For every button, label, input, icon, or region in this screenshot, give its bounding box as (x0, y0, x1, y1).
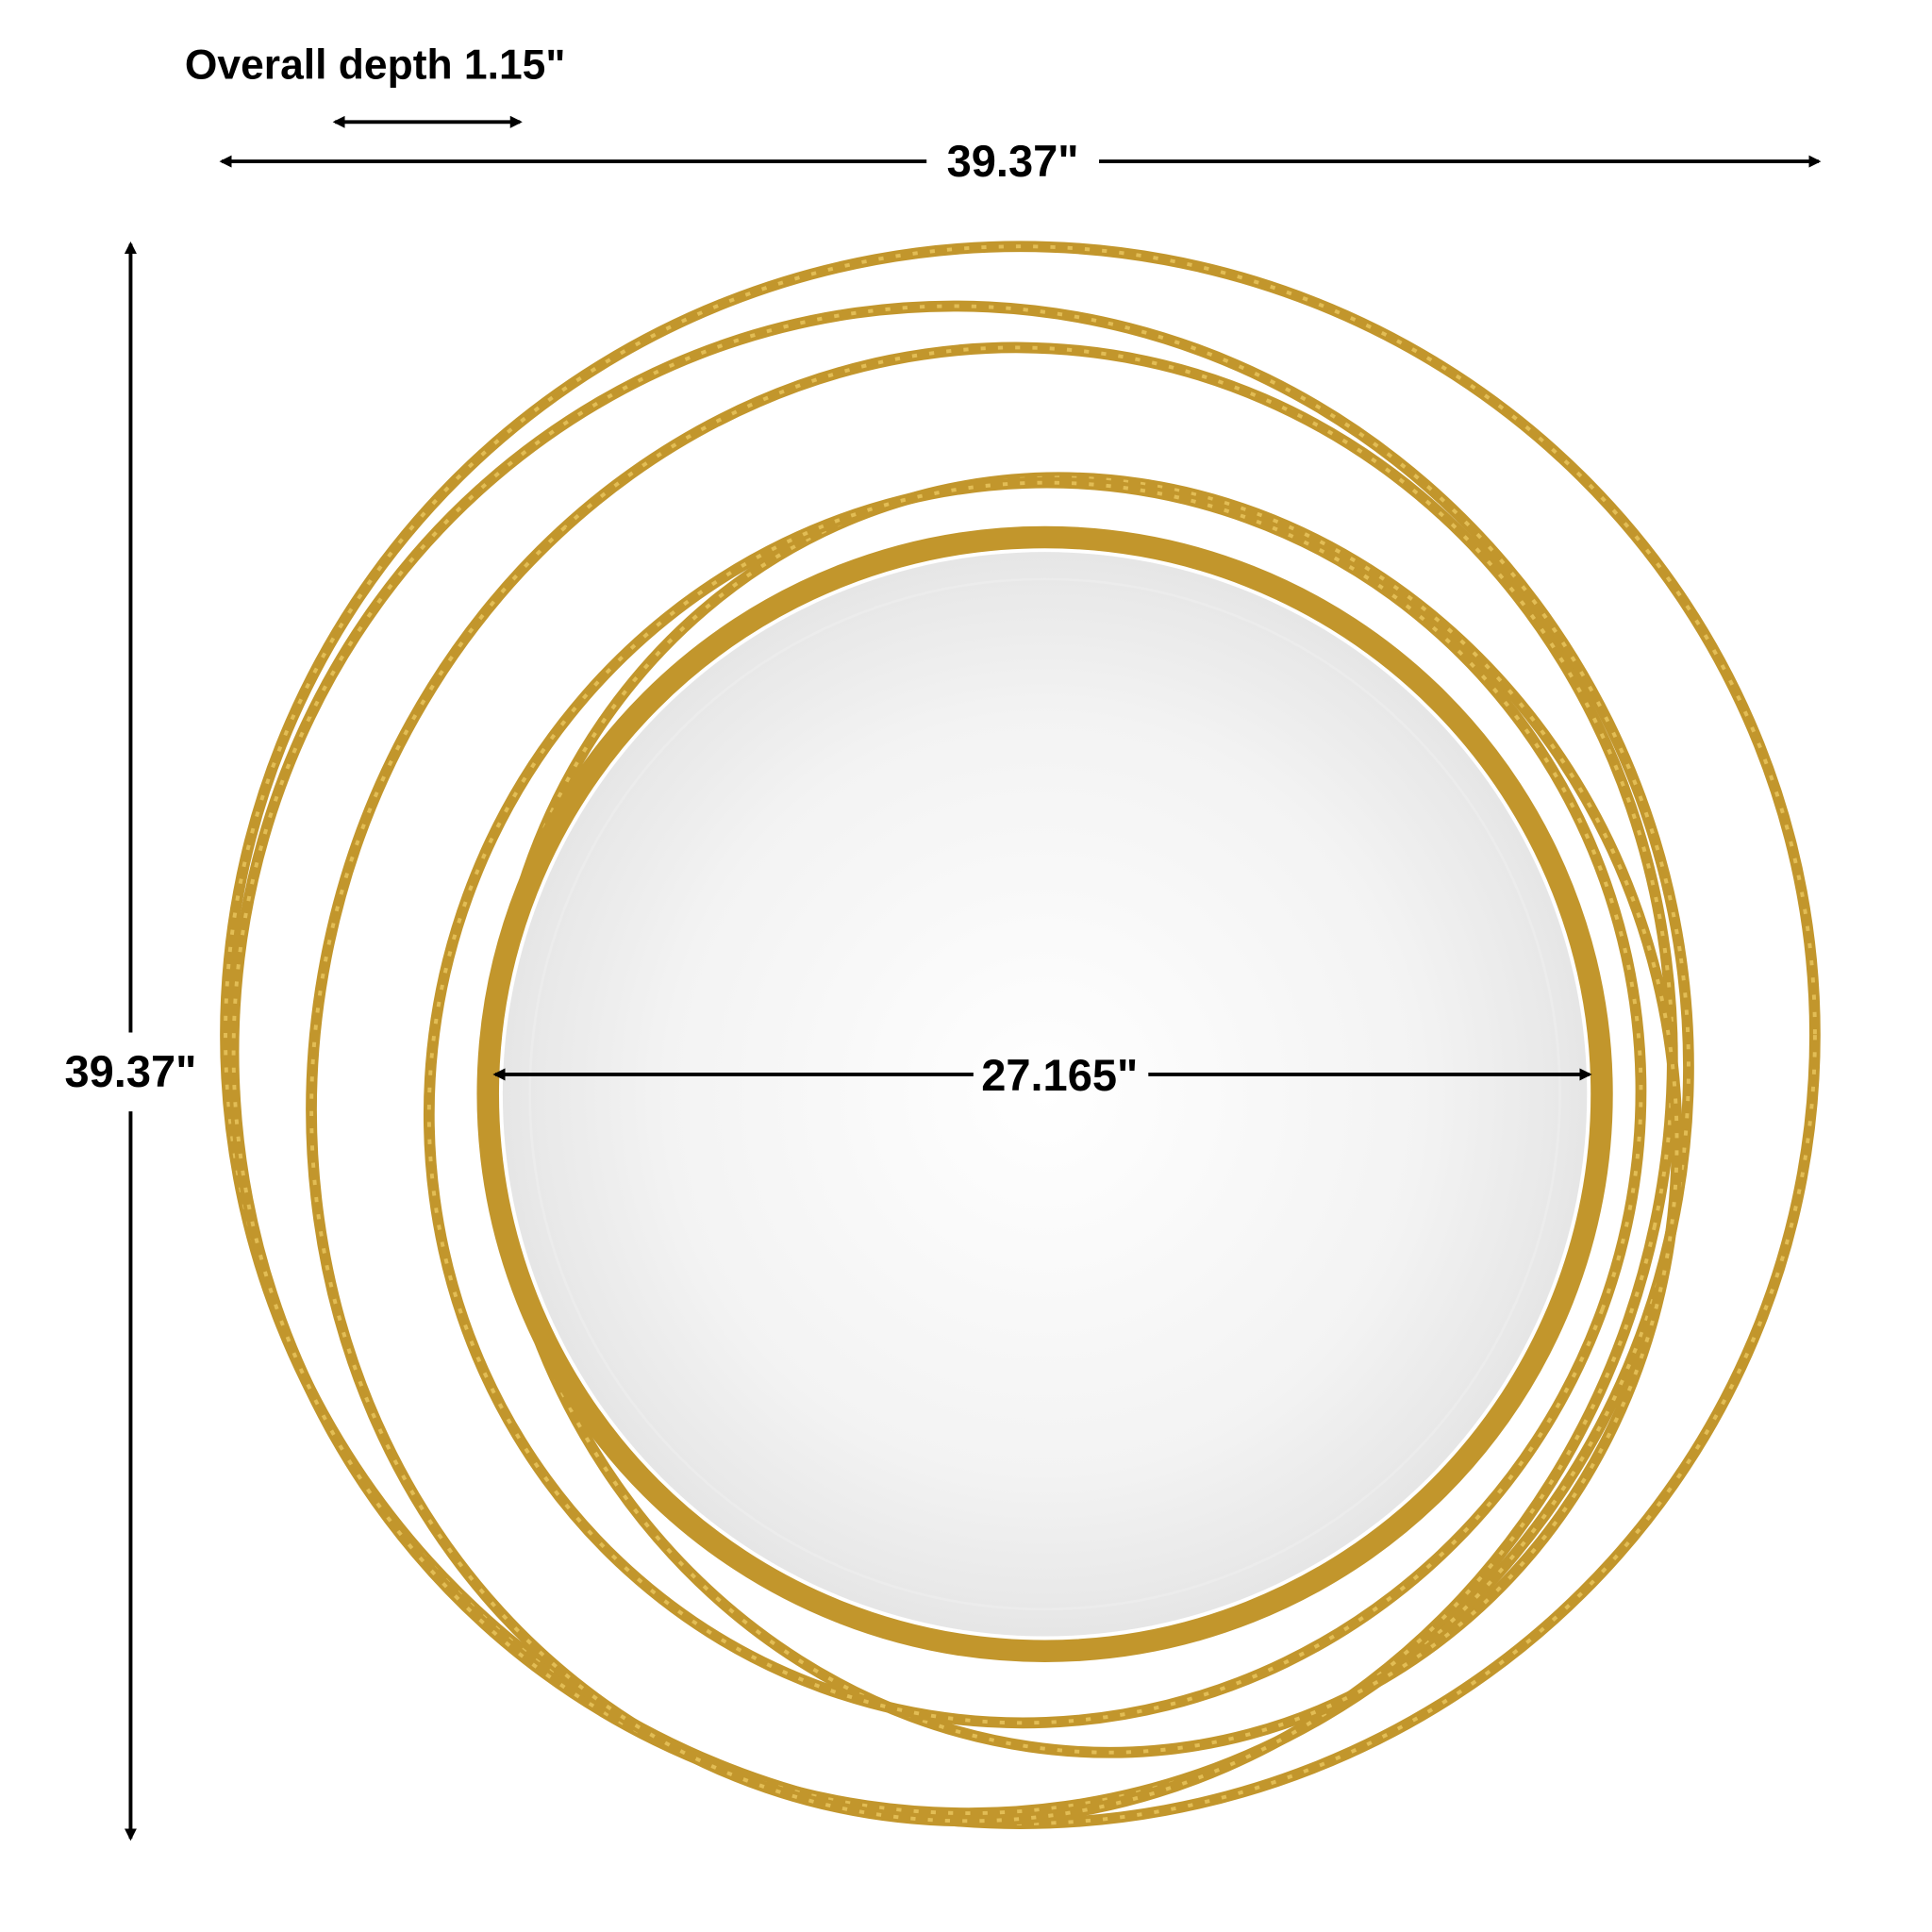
mirror-glass (502, 552, 1588, 1637)
gold-swirl-frame (220, 241, 1821, 1829)
inner-gold-frame (476, 525, 1613, 1662)
height-label: 39.37" (64, 1046, 196, 1096)
width-label: 39.37" (947, 136, 1079, 186)
depth-label: Overall depth 1.15" (185, 42, 565, 89)
mirror-bevel (528, 577, 1561, 1611)
mirror-diameter-label: 27.165" (981, 1050, 1138, 1100)
